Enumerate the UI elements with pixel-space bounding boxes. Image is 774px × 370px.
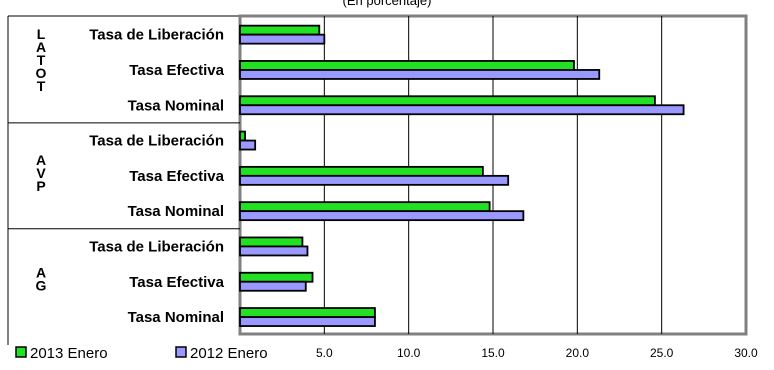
- bar-1-0-0: [239, 130, 246, 142]
- bar-2-1-1: [239, 280, 307, 292]
- category-label-2-0: Tasa de Liberación: [89, 238, 224, 255]
- bar-2-2-0: [239, 307, 376, 318]
- category-label-0-0: Tasa de Liberación: [89, 27, 224, 44]
- category-label-0-1: Tasa Efectiva: [129, 62, 224, 79]
- bar-0-1-1: [239, 69, 601, 80]
- category-label-2-1: Tasa Efectiva: [129, 274, 224, 291]
- bar-1-2-0: [239, 201, 491, 213]
- bar-2-0-1: [239, 245, 309, 257]
- bar-0-1-0: [239, 60, 575, 71]
- category-label-1-2: Tasa Nominal: [128, 203, 224, 220]
- bar-1-2-1: [239, 210, 525, 222]
- bar-0-0-1: [239, 33, 326, 45]
- chart-subtitle: (En porcentaje): [342, 0, 432, 8]
- category-label-2-2: Tasa Nominal: [128, 309, 224, 326]
- category-label-1-0: Tasa de Liberación: [89, 133, 224, 150]
- bar-2-0-0: [239, 236, 304, 248]
- category-label-1-1: Tasa Efectiva: [129, 168, 224, 185]
- x-tick-label-5: 30.0: [734, 346, 758, 360]
- bar-0-2-0: [239, 95, 656, 107]
- bar-0-2-1: [239, 104, 685, 116]
- x-tick-label-0: 5.0: [316, 346, 333, 360]
- bar-0-0-0: [239, 24, 321, 36]
- bar-2-2-1: [239, 316, 376, 327]
- bar-2-1-0: [239, 271, 314, 283]
- x-tick-label-3: 20.0: [566, 346, 590, 360]
- legend-label-1: 2012 Enero: [190, 345, 268, 362]
- x-tick-label-2: 15.0: [481, 346, 505, 360]
- bar-1-1-0: [239, 165, 484, 177]
- x-tick-label-4: 25.0: [650, 346, 674, 360]
- legend-swatch-1: [175, 346, 187, 358]
- bar-1-0-1: [239, 139, 257, 151]
- bar-1-1-1: [239, 174, 510, 186]
- legend-label-0: 2013 Enero: [30, 345, 108, 362]
- x-tick-label-1: 10.0: [397, 346, 421, 360]
- legend-swatch-0: [15, 346, 27, 358]
- category-label-0-2: Tasa Nominal: [128, 97, 224, 114]
